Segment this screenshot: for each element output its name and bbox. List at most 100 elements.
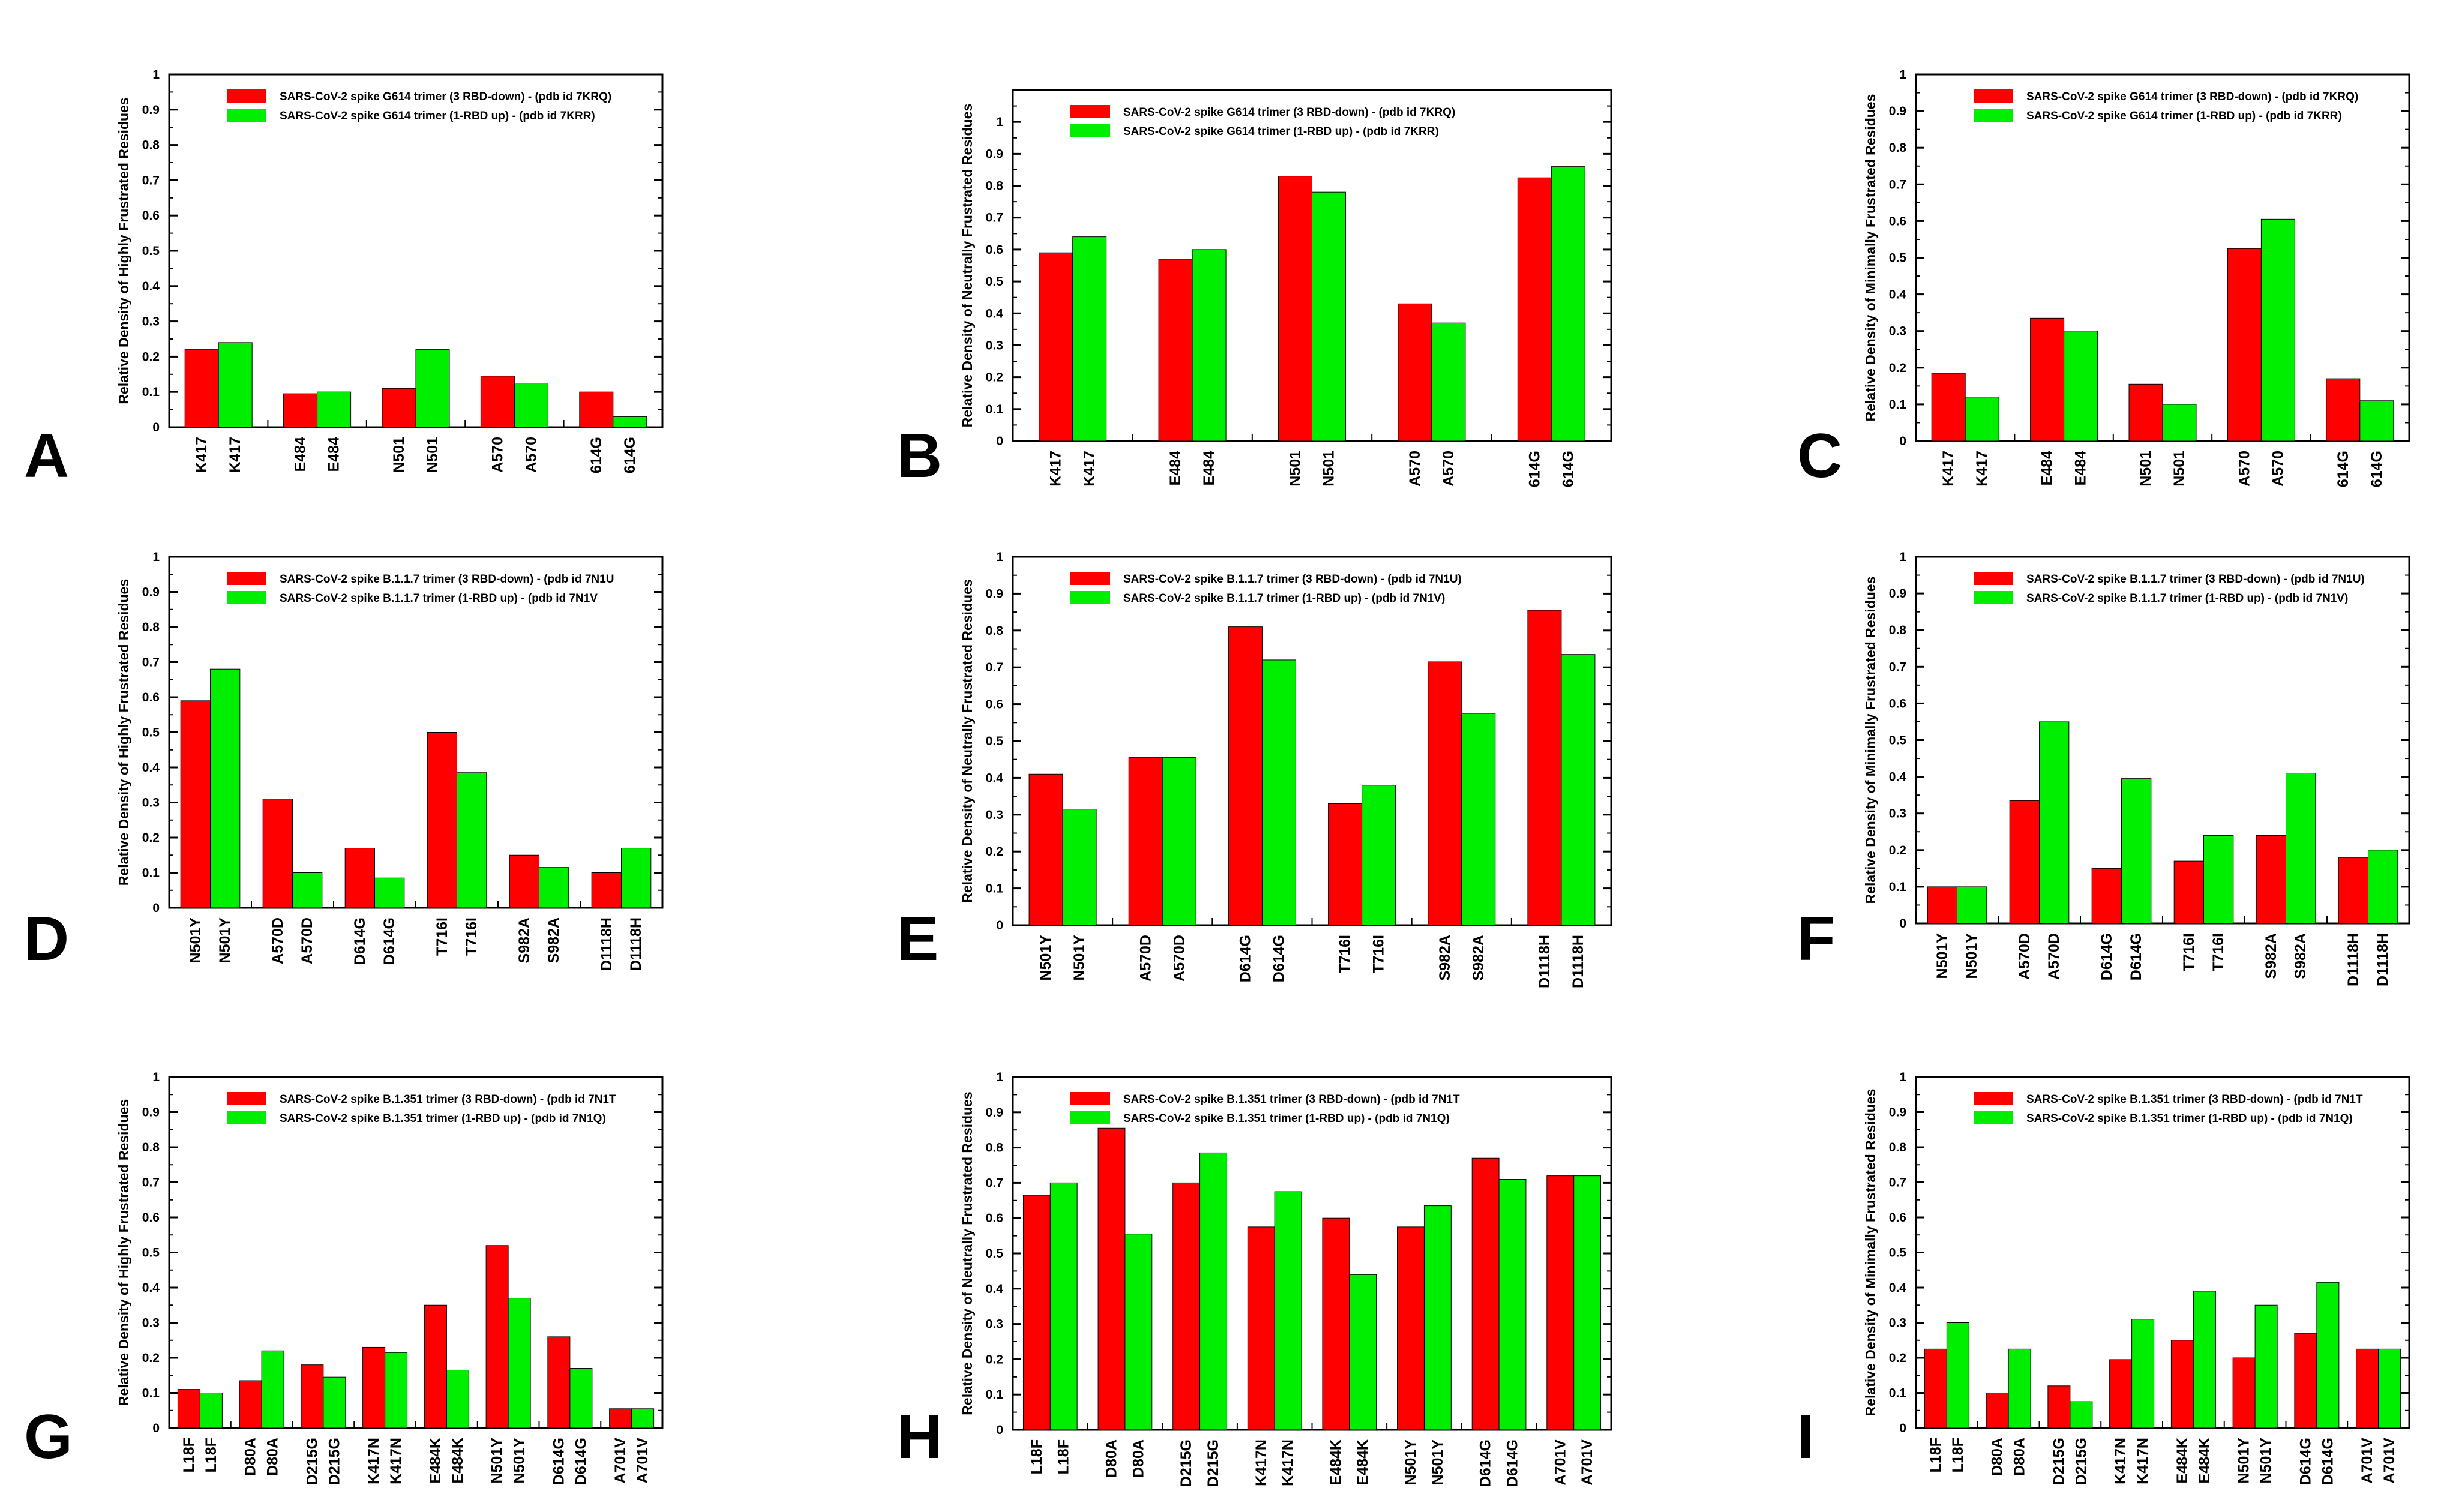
y-tick-label: 0.5 xyxy=(1889,1246,1907,1260)
bar-e484k-rbd-down xyxy=(1322,1217,1350,1430)
x-tick-label: A570 xyxy=(489,437,506,473)
bar-d614g-rbd-down xyxy=(2091,868,2122,924)
y-tick-label: 0.4 xyxy=(986,307,1004,320)
legend-entry: SARS-CoV-2 spike B.1.351 trimer (1-RBD u… xyxy=(280,1112,606,1125)
y-tick-label: 0.1 xyxy=(986,882,1004,896)
legend-swatch-green xyxy=(1974,1111,2013,1124)
y-tick-label: 0.5 xyxy=(142,244,160,258)
y-tick-label: 0.8 xyxy=(142,139,160,152)
legend-swatch-red xyxy=(1070,105,1110,118)
x-tick-label: L18F xyxy=(181,1438,197,1472)
y-axis-title: Relative Density of Highly Frustrated Re… xyxy=(116,97,131,404)
bar-l18f-rbd-down xyxy=(1924,1348,1947,1429)
legend-swatch-green xyxy=(227,591,266,604)
y-tick-label: 0.7 xyxy=(1889,1176,1906,1190)
y-tick-label: 0.1 xyxy=(1889,880,1907,894)
y-axis-title: Relative Density of Highly Frustrated Re… xyxy=(116,579,131,886)
x-tick-label: N501 xyxy=(424,437,441,473)
x-tick-label: N501Y xyxy=(1037,935,1054,981)
y-tick-label: 0.7 xyxy=(142,1176,160,1190)
legend-entry: SARS-CoV-2 spike B.1.351 trimer (1-RBD u… xyxy=(1123,1112,1450,1125)
y-tick-label: 0.1 xyxy=(1889,398,1907,412)
y-tick-label: 0.2 xyxy=(142,831,160,845)
legend-entry: SARS-CoV-2 spike G614 trimer (3 RBD-down… xyxy=(2026,91,2358,103)
chart-panel-g: 0 0.1 0.2 0.3 0.4 0.5 0.6 0.7 0.8 0.9 1 Relative De… xyxy=(24,1070,664,1485)
x-tick-label: D215G xyxy=(2073,1438,2089,1485)
y-tick-label: 0.7 xyxy=(142,173,160,187)
y-tick-label: 1 xyxy=(1899,1070,1906,1084)
y-tick-label: 0.1 xyxy=(142,866,160,880)
y-tick-label: 1 xyxy=(996,1070,1003,1084)
x-tick-label: N501 xyxy=(1321,451,1338,487)
x-tick-label: K417 xyxy=(1974,451,1990,487)
bar-d614g-rbd-down xyxy=(1471,1157,1500,1430)
chart-panel-b: 0 0.1 0.2 0.3 0.4 0.5 0.6 0.7 0.8 0.9 1 Relative De… xyxy=(897,89,1612,491)
y-tick-label: 0.4 xyxy=(986,1282,1004,1296)
y-tick-label: 0.6 xyxy=(986,243,1003,257)
x-tick-label: D1118H xyxy=(1536,935,1553,988)
legend-entry: SARS-CoV-2 spike B.1.351 trimer (3 RBD-d… xyxy=(280,1093,616,1106)
legend-entry: SARS-CoV-2 spike G614 trimer (3 RBD-down… xyxy=(280,91,611,103)
bar-a570-rbd-up xyxy=(514,383,548,428)
panel-label: D xyxy=(24,904,69,974)
x-tick-label: L18F xyxy=(1950,1438,1966,1472)
x-tick-label: E484 xyxy=(326,437,343,472)
bar-t716i-rbd-down xyxy=(2173,860,2204,924)
bar-e484-rbd-down xyxy=(2030,317,2065,442)
x-tick-label: A701V xyxy=(612,1438,629,1484)
y-tick-label: 1 xyxy=(996,550,1003,564)
x-tick-label: A570D xyxy=(269,917,286,964)
y-tick-label: 0.2 xyxy=(986,371,1003,385)
bar-k417n-rbd-down xyxy=(1247,1226,1275,1430)
x-tick-label: 614G xyxy=(622,437,638,473)
x-tick-label: D614G xyxy=(1477,1439,1494,1487)
x-tick-label: E484K xyxy=(2196,1438,2213,1483)
x-tick-label: 614G xyxy=(1560,451,1576,487)
bar-k417-rbd-up xyxy=(1072,236,1107,442)
bar-n501y-rbd-up xyxy=(1062,809,1097,926)
x-tick-label: L18F xyxy=(1927,1438,1944,1472)
bar-k417-rbd-down xyxy=(1931,373,1966,442)
bar-s982a-rbd-down xyxy=(1428,661,1462,926)
bar-n501-rbd-down xyxy=(382,388,416,428)
legend-entry: SARS-CoV-2 spike B.1.1.7 trimer (1-RBD u… xyxy=(280,592,598,605)
x-tick-label: K417 xyxy=(1940,451,1957,487)
x-tick-label: D1118H xyxy=(628,917,644,971)
y-axis-title: Relative Density of Neutrally Frustrated… xyxy=(959,579,975,902)
x-tick-label: D215G xyxy=(2050,1438,2067,1485)
y-tick-label: 0 xyxy=(1899,1421,1906,1435)
y-tick-label: 0.2 xyxy=(1889,1351,1906,1365)
legend-entry: SARS-CoV-2 spike B.1.1.7 trimer (1-RBD u… xyxy=(1123,592,1445,605)
y-tick-label: 0 xyxy=(1899,434,1906,448)
x-tick-label: D614G xyxy=(572,1438,589,1485)
x-tick-label: K417 xyxy=(1081,451,1098,487)
bar-t716i-rbd-up xyxy=(1362,785,1396,926)
x-tick-label: D614G xyxy=(352,917,368,965)
x-tick-label: N501 xyxy=(1287,451,1304,487)
bar-d1118h-rbd-up xyxy=(621,848,652,908)
bar-n501y-rbd-up xyxy=(210,668,241,908)
y-tick-label: 0.5 xyxy=(1889,734,1907,748)
y-tick-label: 0 xyxy=(152,421,160,434)
x-tick-label: E484K xyxy=(449,1438,466,1483)
x-tick-label: S982A xyxy=(1470,935,1487,980)
x-tick-label: A570 xyxy=(2269,451,2286,487)
y-tick-label: 0.3 xyxy=(986,338,1003,352)
y-tick-label: 0.3 xyxy=(142,1316,160,1330)
bar-a570d-rbd-up xyxy=(292,872,323,908)
y-tick-label: 1 xyxy=(996,115,1003,129)
y-tick-label: 0.8 xyxy=(142,1141,160,1154)
y-tick-label: 1 xyxy=(152,1070,160,1084)
x-tick-label: A570D xyxy=(299,917,316,964)
legend-entry: SARS-CoV-2 spike B.1.351 trimer (1-RBD u… xyxy=(2026,1112,2353,1125)
bar-a701v-rbd-up xyxy=(2378,1348,2401,1429)
x-tick-label: D80A xyxy=(1130,1439,1147,1478)
bar-n501y-rbd-down xyxy=(485,1245,509,1429)
bar-n501-rbd-down xyxy=(2128,383,2163,442)
plot-frame xyxy=(1915,556,2410,925)
legend-entry: SARS-CoV-2 spike G614 trimer (1-RBD up) … xyxy=(2026,110,2342,122)
bar-n501y-rbd-up xyxy=(1423,1205,1452,1430)
x-tick-label: 614G xyxy=(588,437,605,473)
legend-swatch-red xyxy=(227,89,266,103)
